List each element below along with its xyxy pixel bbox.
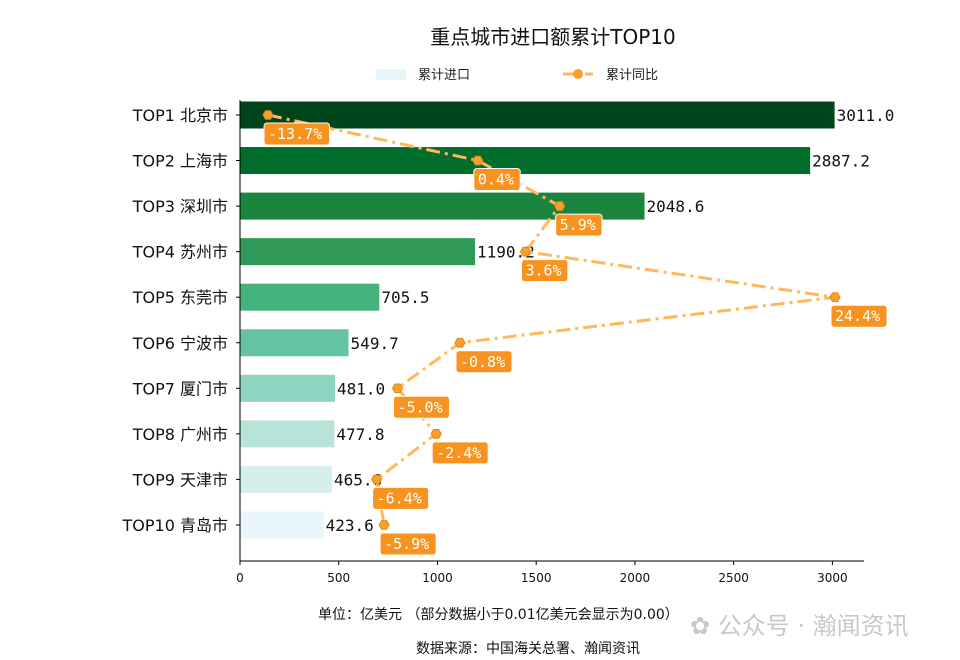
y-tick-label: TOP7 厦门市 — [132, 379, 228, 398]
bar-value-label: 423.6 — [326, 516, 374, 535]
growth-marker — [430, 429, 442, 439]
growth-line — [267, 113, 836, 526]
growth-label-box — [555, 213, 603, 237]
y-tick-label: TOP6 宁波市 — [132, 334, 228, 353]
growth-marker — [391, 383, 404, 394]
growth-label: 0.4% — [478, 171, 514, 189]
bar-value-label: 481.0 — [337, 379, 385, 398]
legend: 累计进口 累计同比 — [376, 68, 658, 83]
legend-label-bar: 累计进口 — [418, 68, 470, 83]
bar — [240, 238, 476, 266]
growth-marker — [371, 474, 383, 485]
x-tick-label: 2500 — [718, 571, 749, 585]
x-tick-label: 3000 — [817, 571, 848, 585]
growth-label-box — [263, 122, 331, 146]
growth-label: 5.9% — [560, 216, 596, 234]
bar-value-label: 465.6 — [334, 470, 382, 489]
growth-label: -6.4% — [377, 489, 422, 507]
growth-label-box — [372, 486, 430, 510]
bar-value-label: 549.7 — [351, 334, 399, 353]
y-tick-label: TOP5 东莞市 — [132, 288, 228, 307]
y-tick-label: TOP2 上海市 — [132, 152, 228, 171]
bar — [240, 465, 332, 493]
growth-label-box — [520, 259, 569, 283]
growth-label: 3.6% — [525, 262, 561, 280]
y-tick-label: TOP3 深圳市 — [132, 197, 228, 216]
growth-label: -5.0% — [397, 398, 442, 416]
growth-label-box — [455, 350, 513, 374]
growth-label: -5.9% — [384, 535, 429, 553]
growth-marker — [472, 155, 484, 166]
legend-label-line: 累计同比 — [606, 68, 658, 83]
growth-marker — [378, 520, 390, 530]
bar-value-label: 2048.6 — [647, 197, 705, 216]
legend-swatch-bar — [376, 69, 406, 80]
x-axis-label: 单位：亿美元 （部分数据小于0.01亿美元会显示为0.00） — [318, 607, 679, 623]
legend-marker — [573, 69, 583, 79]
growth-label: 24.4% — [835, 307, 880, 325]
growth-label-box — [473, 168, 521, 192]
growth-label-box — [431, 441, 489, 465]
growth-label: -0.8% — [460, 353, 505, 371]
growth-label-box — [392, 395, 450, 419]
growth-label-box — [379, 532, 437, 556]
bar — [240, 147, 811, 175]
source-note: 数据来源：中国海关总署、瀚闻资讯 — [416, 641, 640, 657]
growth-marker — [829, 292, 841, 302]
bar-value-label: 3011.0 — [837, 106, 895, 125]
x-tick-label: 0 — [236, 571, 244, 585]
bar-value-label: 2887.2 — [812, 152, 870, 171]
growth-label-box — [830, 304, 888, 328]
y-tick-label: TOP8 广州市 — [132, 425, 228, 444]
y-tick-label: TOP4 苏州市 — [132, 243, 228, 262]
bar — [240, 511, 324, 539]
x-tick-label: 1000 — [422, 571, 453, 585]
bar — [240, 101, 835, 129]
x-tick-label: 2000 — [620, 571, 651, 585]
bar-value-label: 1190.2 — [477, 243, 535, 262]
growth-marker — [554, 201, 566, 211]
watermark: ✿ 公众号 · 瀚闻资讯 — [690, 612, 909, 640]
bar — [240, 374, 335, 402]
y-tick-label: TOP1 北京市 — [132, 106, 228, 125]
bar — [240, 329, 349, 357]
bar-value-label: 705.5 — [381, 288, 429, 307]
bar-value-label: 477.8 — [336, 425, 384, 444]
y-tick-label: TOP9 天津市 — [132, 470, 228, 489]
growth-marker — [454, 337, 466, 348]
growth-label: -2.4% — [436, 444, 481, 462]
x-tick-label: 500 — [327, 571, 350, 585]
growth-marker — [519, 246, 532, 257]
chart-title: 重点城市进口额累计TOP10 — [430, 25, 675, 49]
growth-label: -13.7% — [268, 125, 322, 143]
x-tick-label: 1500 — [521, 571, 552, 585]
y-tick-label: TOP10 青岛市 — [122, 516, 228, 535]
bar — [240, 283, 380, 311]
bar — [240, 420, 335, 448]
growth-marker — [262, 110, 274, 120]
